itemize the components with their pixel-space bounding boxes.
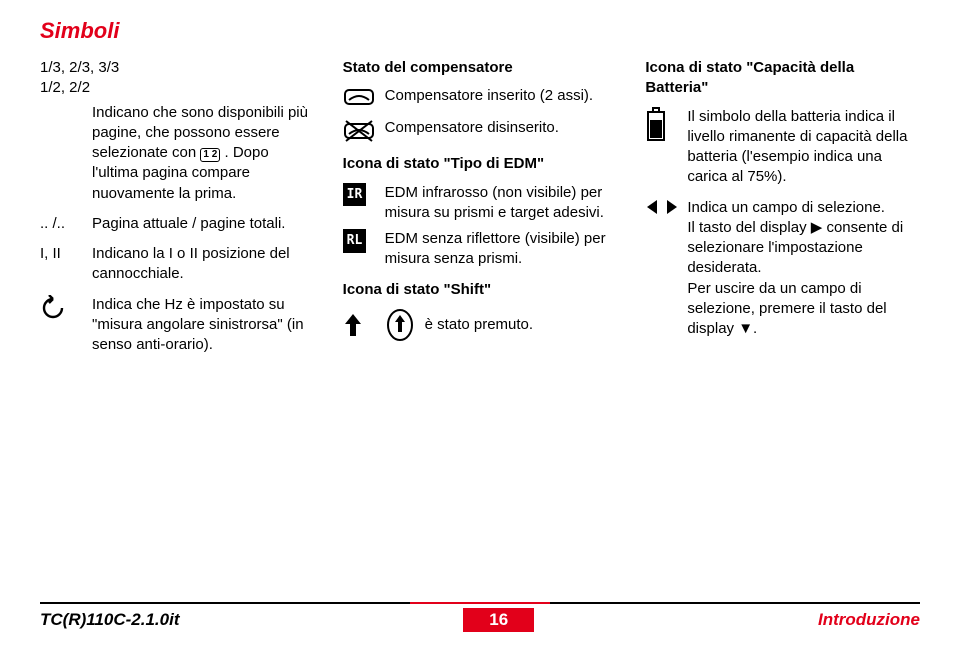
columns: 1/3, 2/3, 3/3 1/2, 2/2 Indicano che sono… xyxy=(40,58,920,365)
dots-desc: Pagina attuale / pagine totali. xyxy=(92,214,315,234)
shift-desc: è stato premuto. xyxy=(425,315,618,335)
page-title: Simboli xyxy=(40,18,920,44)
footer-divider xyxy=(40,602,920,604)
edm-heading: Icona di stato "Tipo di EDM" xyxy=(343,154,618,174)
compensator-off-desc: Compensatore disinserito. xyxy=(385,118,618,144)
pages-desc: Indicano che sono disponibili più pagine… xyxy=(92,103,315,204)
compensator-on-desc: Compensatore inserito (2 assi). xyxy=(385,86,618,108)
footer-section: Introduzione xyxy=(818,610,920,630)
shift-key-icon xyxy=(385,308,425,342)
rl-icon: RL xyxy=(343,229,385,270)
column-3: Icona di stato "Capacità della Batteria"… xyxy=(645,58,920,365)
ccw-desc: Indica che Hz è impostato su "misura ang… xyxy=(92,295,315,356)
column-2: Stato del compensatore Compensatore inse… xyxy=(343,58,618,365)
battery-icon xyxy=(645,107,687,188)
i-ii-label: I, II xyxy=(40,244,92,285)
compensator-off-icon xyxy=(343,118,385,144)
page-switch-icon: 1 2 xyxy=(200,148,220,162)
rl-desc: EDM senza riflettore (visibile) per misu… xyxy=(385,229,618,270)
battery-heading: Icona di stato "Capacità della Batteria" xyxy=(645,58,920,99)
column-1: 1/3, 2/3, 3/3 1/2, 2/2 Indicano che sono… xyxy=(40,58,315,365)
compensator-on-icon xyxy=(343,86,385,108)
i-ii-desc: Indicano la I o II posizione del cannocc… xyxy=(92,244,315,285)
footer: TC(R)110C-2.1.0it 16 Introduzione xyxy=(0,608,960,632)
footer-model: TC(R)110C-2.1.0it xyxy=(40,610,180,630)
compensator-heading: Stato del compensatore xyxy=(343,58,618,78)
ccw-icon xyxy=(40,295,92,356)
battery-desc: Il simbolo della batteria indica il live… xyxy=(687,107,920,188)
shift-heading: Icona di stato "Shift" xyxy=(343,280,618,300)
dots-label: .. /.. xyxy=(40,214,92,234)
select-arrows-icon xyxy=(645,198,687,340)
select-desc: Indica un campo di selezione. Il tasto d… xyxy=(687,198,920,340)
shift-arrow-icon xyxy=(343,312,385,338)
ir-icon: IR xyxy=(343,183,385,224)
fraction-label: 1/3, 2/3, 3/3 1/2, 2/2 xyxy=(40,58,132,99)
footer-page-number: 16 xyxy=(463,608,534,632)
ir-desc: EDM infrarosso (non visibile) per misura… xyxy=(385,183,618,224)
